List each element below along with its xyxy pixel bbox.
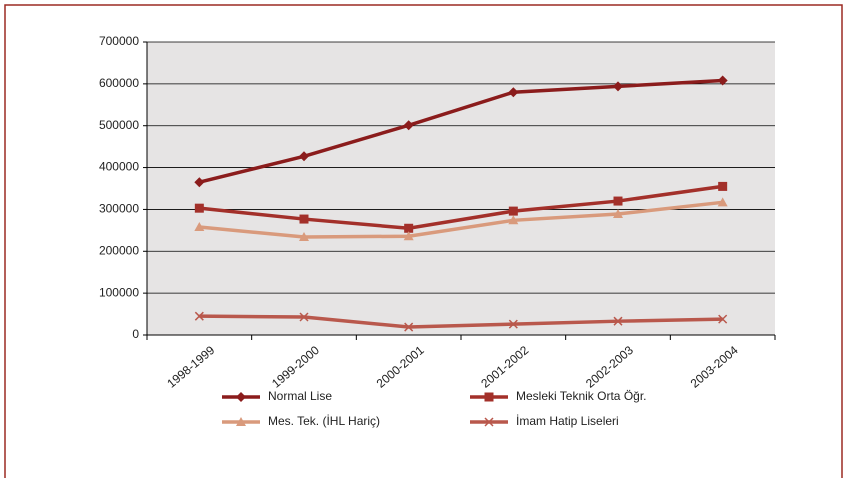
marker bbox=[403, 120, 414, 131]
marker bbox=[299, 232, 309, 242]
marker bbox=[236, 392, 246, 402]
marker bbox=[404, 322, 414, 332]
marker bbox=[508, 206, 518, 216]
plot-area bbox=[147, 42, 775, 335]
marker bbox=[613, 209, 623, 219]
legend-label: Mesleki Teknik Orta Öğr. bbox=[516, 389, 647, 403]
x-tick-label: 2000-2001 bbox=[374, 343, 427, 391]
marker bbox=[404, 223, 414, 233]
series-line bbox=[198, 78, 723, 184]
y-tick-label: 400000 bbox=[99, 160, 139, 174]
y-tick-label: 100000 bbox=[99, 285, 139, 299]
y-tick-label: 500000 bbox=[99, 118, 139, 132]
marker bbox=[194, 311, 204, 321]
marker bbox=[613, 316, 623, 326]
y-tick-label: 600000 bbox=[99, 76, 139, 90]
x-tick-label: 2001-2002 bbox=[478, 343, 531, 391]
marker bbox=[613, 196, 623, 206]
marker bbox=[508, 87, 519, 98]
x-tick-label: 2003-2004 bbox=[688, 343, 741, 391]
marker bbox=[236, 417, 246, 426]
marker bbox=[194, 222, 205, 232]
legend-label: Normal Lise bbox=[268, 389, 332, 403]
marker bbox=[484, 417, 494, 427]
frame bbox=[4, 4, 843, 478]
marker bbox=[299, 151, 309, 162]
marker bbox=[718, 314, 728, 324]
marker bbox=[194, 177, 205, 188]
marker bbox=[299, 312, 309, 322]
marker bbox=[508, 319, 518, 329]
marker bbox=[613, 81, 623, 92]
marker bbox=[717, 75, 728, 86]
marker bbox=[299, 214, 309, 224]
marker bbox=[194, 203, 204, 213]
x-tick-label: 2002-2003 bbox=[583, 343, 636, 391]
x-tick-label: 1998-1999 bbox=[164, 343, 217, 391]
marker bbox=[403, 231, 414, 241]
x-tick-label: 1999-2000 bbox=[269, 343, 322, 391]
marker bbox=[717, 197, 728, 207]
series-line bbox=[199, 314, 723, 329]
series-line bbox=[199, 184, 723, 231]
legend-label: Mes. Tek. (İHL Hariç) bbox=[268, 414, 380, 428]
y-tick-label: 200000 bbox=[99, 243, 139, 257]
legend-label: İmam Hatip Liseleri bbox=[516, 414, 619, 428]
y-tick-label: 700000 bbox=[99, 34, 139, 48]
marker bbox=[508, 215, 519, 225]
y-tick-label: 0 bbox=[132, 327, 139, 341]
marker bbox=[484, 392, 494, 402]
series-line bbox=[199, 200, 723, 239]
y-tick-label: 300000 bbox=[99, 202, 139, 216]
marker bbox=[718, 181, 728, 191]
